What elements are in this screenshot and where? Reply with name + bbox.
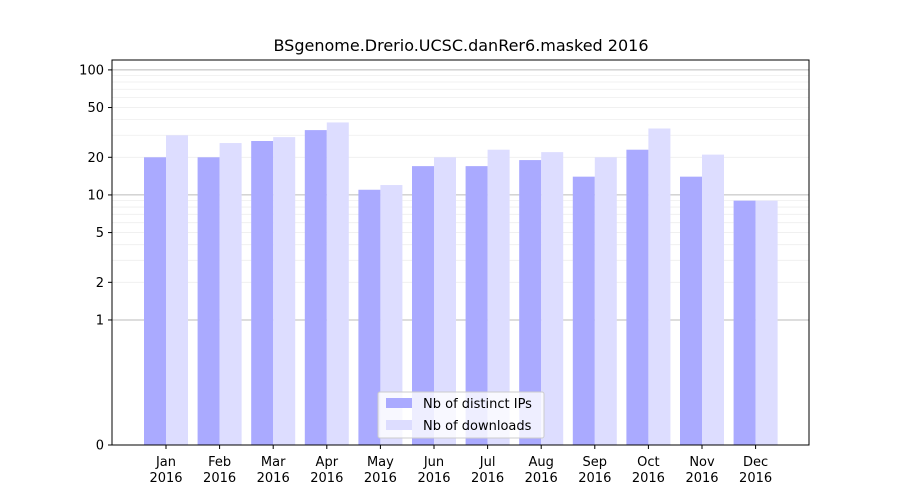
- x-tick-label-month: May: [367, 455, 394, 470]
- bars: [144, 122, 778, 446]
- x-tick-label-year: 2016: [257, 471, 290, 486]
- bar-distinct-ips: [358, 189, 381, 445]
- x-tick-label-month: Mar: [261, 455, 286, 470]
- x-tick-label-month: Jul: [479, 455, 496, 470]
- x-tick-label-month: Jun: [423, 455, 444, 470]
- x-tick-label-month: Aug: [529, 455, 554, 470]
- bar-distinct-ips: [465, 166, 488, 445]
- x-tick-label-month: Nov: [689, 455, 715, 470]
- bar-distinct-ips: [251, 140, 274, 445]
- bar-downloads: [755, 200, 778, 445]
- bar-distinct-ips: [626, 149, 649, 446]
- y-tick-label: 0: [96, 439, 104, 454]
- x-tick-label-year: 2016: [578, 471, 611, 486]
- x-tick-label-year: 2016: [739, 471, 772, 486]
- legend-box: [377, 391, 545, 439]
- bar-downloads: [434, 157, 456, 445]
- x-tick-label-month: Oct: [637, 455, 659, 470]
- chart-title: BSgenome.Drerio.UCSC.danRer6.masked 2016: [273, 36, 648, 55]
- y-tick-label: 5: [96, 226, 104, 241]
- x-tick-label-year: 2016: [364, 471, 397, 486]
- y-tick-label: 100: [79, 63, 104, 78]
- bar-distinct-ips: [572, 176, 595, 445]
- bar-distinct-ips: [144, 157, 166, 445]
- y-axis: 0 1 2 5 10 20 50 100: [79, 63, 112, 454]
- x-tick-label-year: 2016: [149, 471, 182, 486]
- bar-distinct-ips: [304, 130, 327, 445]
- x-tick-label-month: Sep: [583, 455, 608, 470]
- y-tick-label: 20: [87, 151, 104, 166]
- bar-downloads: [326, 122, 349, 445]
- y-tick-label: 2: [96, 276, 104, 291]
- x-tick-label-year: 2016: [203, 471, 236, 486]
- x-tick-label-month: Jan: [155, 455, 176, 470]
- bar-downloads: [594, 157, 617, 445]
- y-tick-label: 1: [96, 313, 104, 328]
- bar-downloads: [380, 185, 403, 445]
- x-tick-label-year: 2016: [632, 471, 665, 486]
- legend-swatch-downloads: [386, 420, 412, 430]
- x-tick-label-year: 2016: [685, 471, 718, 486]
- bar-distinct-ips: [733, 200, 756, 445]
- legend-label-distinct-ips: Nb of distinct IPs: [423, 397, 532, 412]
- bar-downloads: [166, 135, 188, 445]
- y-tick-label: 10: [87, 188, 104, 203]
- x-axis: Jan2016Feb2016Mar2016Apr2016May2016Jun20…: [149, 445, 772, 486]
- bar-downloads: [648, 128, 671, 445]
- legend-swatch-distinct-ips: [386, 398, 412, 408]
- x-tick-label-month: Dec: [743, 455, 768, 470]
- bar-distinct-ips: [680, 176, 702, 445]
- bar-downloads: [541, 152, 564, 445]
- x-tick-label-month: Apr: [316, 455, 339, 470]
- bar-downloads: [487, 149, 510, 446]
- x-tick-label-year: 2016: [417, 471, 450, 486]
- bar-distinct-ips: [412, 166, 434, 445]
- x-tick-label-year: 2016: [471, 471, 504, 486]
- bar-downloads: [219, 143, 242, 445]
- y-tick-label: 50: [87, 101, 104, 116]
- x-tick-label-year: 2016: [525, 471, 558, 486]
- bar-downloads: [702, 154, 724, 446]
- bar-distinct-ips: [519, 160, 542, 445]
- bar-distinct-ips: [197, 157, 220, 445]
- legend-label-downloads: Nb of downloads: [423, 419, 532, 434]
- x-tick-label-year: 2016: [310, 471, 343, 486]
- x-tick-label-month: Feb: [208, 455, 231, 470]
- legend: Nb of distinct IPs Nb of downloads: [377, 391, 545, 439]
- bar-downloads: [273, 137, 296, 445]
- plot-frame: [111, 59, 810, 446]
